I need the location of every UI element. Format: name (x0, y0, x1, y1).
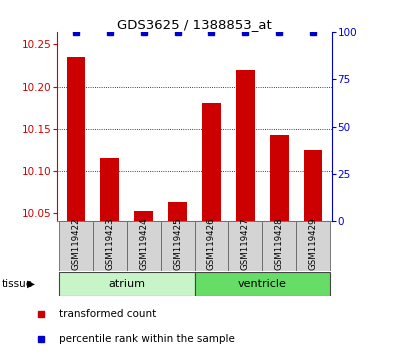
Text: GSM119424: GSM119424 (139, 217, 148, 270)
Bar (67, 57, 85, 221)
Text: atrium: atrium (108, 279, 145, 289)
Bar (127, 221, 161, 271)
Bar (161, 221, 195, 271)
Bar (93, 221, 127, 271)
Text: ▶: ▶ (27, 279, 35, 289)
Text: percentile rank within the sample: percentile rank within the sample (59, 334, 235, 344)
Text: GSM119426: GSM119426 (207, 217, 216, 270)
Bar (100, 158, 119, 221)
Text: GSM119429: GSM119429 (308, 217, 318, 270)
Text: GSM119423: GSM119423 (105, 217, 114, 270)
Bar (195, 272, 330, 296)
Text: tissue: tissue (2, 279, 33, 289)
Text: GSM119422: GSM119422 (71, 217, 81, 270)
Bar (262, 221, 296, 271)
Bar (195, 221, 228, 271)
Bar (296, 221, 330, 271)
Text: GSM119428: GSM119428 (275, 217, 284, 270)
Text: GSM119427: GSM119427 (241, 217, 250, 270)
Text: ventricle: ventricle (238, 279, 287, 289)
Bar (236, 70, 255, 221)
Bar (59, 272, 195, 296)
Bar (134, 211, 153, 221)
Bar (304, 150, 322, 221)
Bar (270, 135, 289, 221)
Bar (168, 202, 187, 221)
Title: GDS3625 / 1388853_at: GDS3625 / 1388853_at (117, 18, 272, 31)
Bar (59, 221, 93, 271)
Bar (228, 221, 262, 271)
Text: GSM119425: GSM119425 (173, 217, 182, 270)
Bar (202, 103, 221, 221)
Text: transformed count: transformed count (59, 309, 156, 320)
